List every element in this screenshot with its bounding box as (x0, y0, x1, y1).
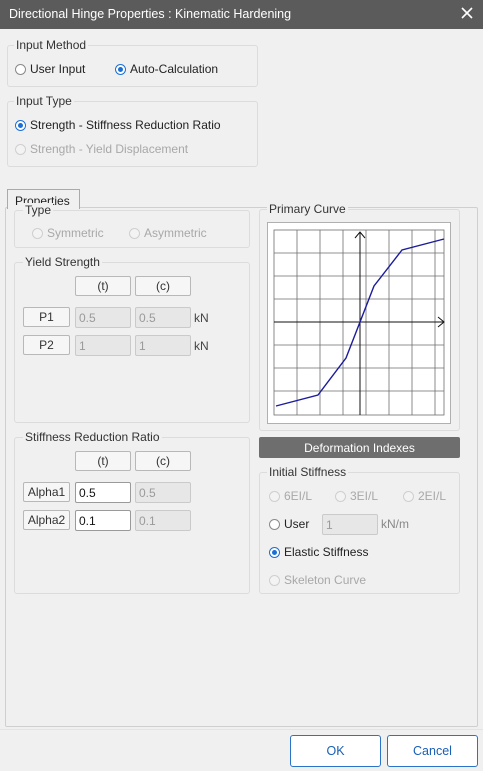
primary-curve-line (275, 238, 445, 407)
yield-row-label-p1: P1 (23, 307, 70, 327)
radio-dot (129, 227, 140, 239)
radio-auto-calculation[interactable]: Auto-Calculation (115, 62, 218, 76)
radio-label: Strength - Stiffness Reduction Ratio (30, 118, 221, 132)
radio-skeleton-curve: Skeleton Curve (269, 573, 366, 587)
type-group (14, 210, 250, 248)
stiffness-row-label-alpha1: Alpha1 (23, 482, 70, 502)
radio-strength-yield-displacement: Strength - Yield Displacement (15, 142, 188, 156)
radio-3eil: 3EI/L (335, 489, 378, 503)
radio-label: Elastic Stiffness (284, 545, 369, 559)
user-stiffness-unit: kN/m (381, 517, 409, 531)
stiffness-reduction-legend: Stiffness Reduction Ratio (23, 430, 162, 444)
primary-curve-legend: Primary Curve (267, 202, 348, 216)
dialog-footer: OK Cancel (0, 729, 483, 771)
radio-2eil: 2EI/L (403, 489, 446, 503)
radio-label: Skeleton Curve (284, 573, 367, 587)
radio-dot (269, 546, 280, 558)
deformation-indexes-button[interactable]: Deformation Indexes (259, 437, 460, 458)
radio-dot (403, 490, 414, 502)
close-icon[interactable] (459, 5, 475, 21)
radio-dot (269, 518, 280, 530)
yield-p2-c-field[interactable]: 1 (135, 335, 191, 356)
radio-dot (269, 574, 280, 586)
radio-6eil: 6EI/L (269, 489, 312, 503)
stiffness-col-t-header: (t) (75, 451, 131, 471)
input-type-group (7, 101, 258, 167)
radio-dot (335, 490, 346, 502)
input-type-legend: Input Type (14, 94, 74, 108)
stiffness-row-label-alpha2: Alpha2 (23, 510, 70, 530)
yield-p2-t-field[interactable]: 1 (75, 335, 131, 356)
yield-p1-unit: kN (194, 311, 209, 325)
radio-label: 6EI/L (284, 489, 313, 503)
input-method-group (7, 45, 258, 87)
yield-p1-c-field[interactable]: 0.5 (135, 307, 191, 328)
cancel-button[interactable]: Cancel (387, 735, 478, 767)
yield-p2-unit: kN (194, 339, 209, 353)
radio-label: Auto-Calculation (130, 62, 219, 76)
alpha1-c-field[interactable]: 0.5 (135, 482, 191, 503)
radio-label: User (284, 517, 310, 531)
alpha2-t-field[interactable]: 0.1 (75, 510, 131, 531)
yield-strength-legend: Yield Strength (23, 255, 102, 269)
radio-dot (15, 63, 26, 75)
ok-button[interactable]: OK (290, 735, 381, 767)
stiffness-col-c-header: (c) (135, 451, 191, 471)
yield-strength-group (14, 262, 250, 423)
yield-p1-t-field[interactable]: 0.5 (75, 307, 131, 328)
alpha2-c-field[interactable]: 0.1 (135, 510, 191, 531)
primary-curve-plot (267, 222, 451, 424)
type-legend: Type (23, 203, 54, 217)
radio-dot (32, 227, 43, 239)
input-method-legend: Input Method (14, 38, 89, 52)
radio-label: Strength - Yield Displacement (30, 142, 189, 156)
radio-dot (269, 490, 280, 502)
radio-strength-stiffness-reduction[interactable]: Strength - Stiffness Reduction Ratio (15, 118, 221, 132)
radio-elastic-stiffness[interactable]: Elastic Stiffness (269, 545, 368, 559)
title-bar: Directional Hinge Properties : Kinematic… (0, 0, 483, 29)
radio-dot (15, 119, 26, 131)
yield-row-label-p2: P2 (23, 335, 70, 355)
radio-label: Symmetric (47, 226, 104, 240)
radio-symmetric: Symmetric (32, 226, 104, 240)
radio-dot (15, 143, 26, 155)
primary-curve-group (259, 209, 460, 431)
radio-label: Asymmetric (144, 226, 207, 240)
initial-stiffness-legend: Initial Stiffness (267, 465, 349, 479)
initial-stiffness-group (259, 472, 460, 594)
radio-asymmetric: Asymmetric (129, 226, 207, 240)
user-stiffness-field[interactable]: 1 (322, 514, 378, 535)
yield-col-t-header: (t) (75, 276, 131, 296)
yield-col-c-header: (c) (135, 276, 191, 296)
alpha1-t-field[interactable]: 0.5 (75, 482, 131, 503)
radio-label: 3EI/L (350, 489, 379, 503)
radio-label: 2EI/L (418, 489, 447, 503)
radio-user-input[interactable]: User Input (15, 62, 85, 76)
radio-label: User Input (30, 62, 86, 76)
properties-tab-panel (5, 207, 478, 727)
radio-user-stiffness[interactable]: User (269, 517, 309, 531)
radio-dot (115, 63, 126, 75)
window-title: Directional Hinge Properties : Kinematic… (9, 7, 292, 21)
